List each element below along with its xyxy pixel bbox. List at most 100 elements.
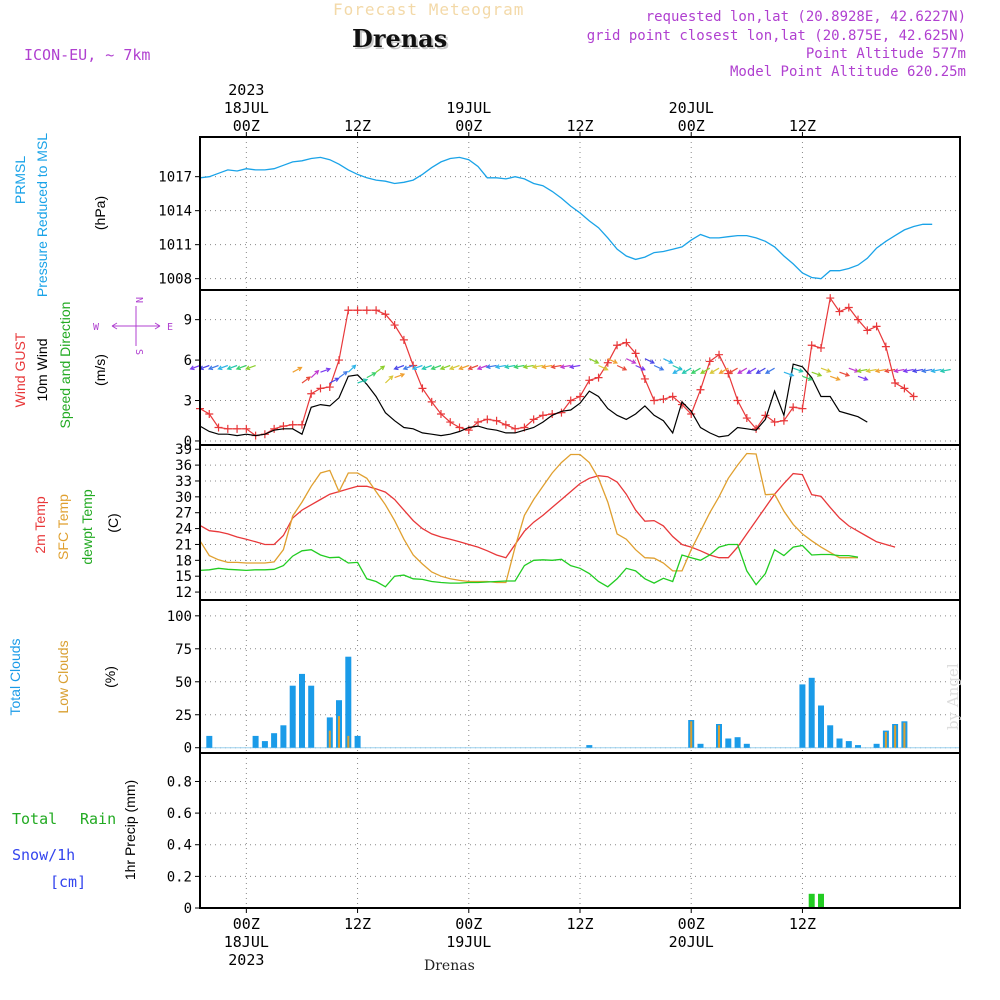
wind-direction-arrow	[893, 368, 905, 374]
gust-marker	[844, 303, 853, 312]
wind-direction-arrow	[902, 368, 914, 374]
wind-direction-arrow	[198, 364, 210, 371]
wind-direction-arrow	[357, 378, 369, 384]
total-cloud-bar	[836, 738, 843, 748]
gust-marker	[270, 424, 279, 433]
compass-n: N	[133, 297, 144, 303]
y-tick-label: 75	[175, 642, 192, 658]
wind-direction-arrow	[550, 364, 562, 370]
wind-direction-arrow	[393, 364, 405, 371]
wind-direction-arrow	[338, 370, 349, 379]
temp-2m-label: 2m Temp	[32, 496, 48, 554]
snow-label: Snow/1h	[12, 846, 75, 864]
wind-direction-arrow	[690, 367, 701, 374]
gust-marker	[668, 392, 677, 401]
wind-direction-arrow	[607, 358, 619, 364]
total-cloud-bar	[697, 743, 704, 748]
gust-marker	[613, 341, 622, 350]
wind-direction-arrow	[375, 365, 386, 373]
wind-direction-arrow	[292, 366, 303, 373]
gust-marker	[752, 424, 761, 433]
precip-unit: 1hr Precip (mm)	[122, 780, 138, 880]
y-tick-label: 15	[175, 569, 192, 585]
y-tick-label: 39	[175, 442, 192, 458]
total-cloud-bar	[725, 738, 732, 748]
gust-marker	[872, 322, 881, 331]
gust-marker	[307, 389, 316, 398]
gust-marker	[566, 396, 575, 405]
gust-label: Wind GUST	[12, 332, 28, 407]
wind-direction-arrow	[884, 368, 896, 374]
wind-unit: (m/s)	[92, 354, 108, 386]
y-tick-label: 24	[175, 522, 192, 538]
low-cloud-bar	[690, 721, 693, 748]
y-tick-label: 18	[175, 553, 192, 569]
total-rain-label-b: Rain	[80, 810, 116, 828]
gust-marker	[501, 420, 510, 429]
gust-marker	[538, 411, 547, 420]
wind-direction-arrow	[207, 364, 219, 371]
wind-direction-arrow	[727, 367, 738, 374]
gust-marker	[909, 392, 918, 401]
panel-frame-5	[199, 752, 961, 909]
dewpoint-label: dewpt Temp	[79, 489, 95, 564]
wind-direction-arrow	[911, 368, 924, 374]
rain-bar	[818, 893, 824, 908]
y-tick-label: 1014	[158, 204, 192, 220]
pressure-label: PRMSL	[12, 156, 28, 204]
wind-direction-arrow	[522, 364, 534, 370]
wind-direction-arrow	[320, 367, 332, 373]
bottom-time-label: 12Z	[566, 915, 593, 933]
wind-direction-arrow	[559, 364, 571, 370]
gust-marker	[742, 414, 751, 423]
top-time-label: 00Z	[233, 117, 260, 135]
requested-coords: requested lon,lat (20.8928E, 42.6227N)	[645, 9, 966, 25]
total-cloud-bar	[586, 745, 593, 748]
y-tick-label: 0.4	[167, 838, 192, 854]
low-clouds-label: Low Clouds	[55, 640, 71, 713]
wind-direction-arrow	[421, 364, 432, 371]
gust-marker	[733, 396, 742, 405]
gust-marker	[816, 343, 825, 352]
gust-marker	[325, 383, 334, 392]
total-cloud-bar	[743, 743, 750, 748]
total-rain-label-a: Total	[12, 810, 57, 828]
gust-marker	[631, 349, 640, 358]
wind-direction-arrow	[939, 368, 951, 374]
total-cloud-bar	[354, 735, 361, 748]
total-cloud-bar	[308, 685, 315, 748]
wind-direction-arrow	[865, 368, 877, 374]
y-tick-label: 50	[175, 675, 192, 691]
wind-direction-arrow	[829, 375, 841, 381]
bottom-time-label: 12Z	[789, 915, 816, 933]
watermark: by Angel	[944, 663, 962, 730]
wind-direction-arrow	[874, 368, 887, 374]
wind-direction-arrow	[394, 373, 406, 379]
low-cloud-bar	[894, 725, 897, 748]
compass-s: S	[133, 349, 144, 355]
gust-marker	[316, 384, 325, 393]
y-tick-label: 27	[175, 506, 192, 522]
gust-marker	[594, 373, 603, 382]
total-cloud-bar	[280, 725, 287, 748]
y-tick-label: 3	[184, 394, 192, 410]
wind-direction-arrow	[802, 375, 813, 381]
top-time-label: 00Z	[455, 117, 482, 135]
wind-direction-arrow	[329, 377, 340, 384]
gust-marker	[474, 418, 483, 427]
gust-marker	[455, 423, 464, 432]
wind-direction-arrow	[458, 364, 470, 371]
wind-direction-arrow	[783, 371, 795, 377]
wind-direction-arrow	[411, 364, 423, 371]
temp-2m-line	[199, 472, 896, 559]
wind-direction-label: Speed and Direction	[57, 302, 73, 429]
bottom-time-label: 00Z	[455, 915, 482, 933]
gust-marker	[205, 410, 214, 418]
wind-direction-arrow	[485, 364, 497, 370]
wind-direction-arrow	[235, 364, 247, 371]
wind-direction-arrow	[811, 371, 823, 377]
pressure-line	[199, 156, 933, 280]
wind-direction-arrow	[513, 364, 525, 370]
top-time-label: 12Z	[789, 117, 816, 135]
total-cloud-bar	[873, 743, 880, 748]
